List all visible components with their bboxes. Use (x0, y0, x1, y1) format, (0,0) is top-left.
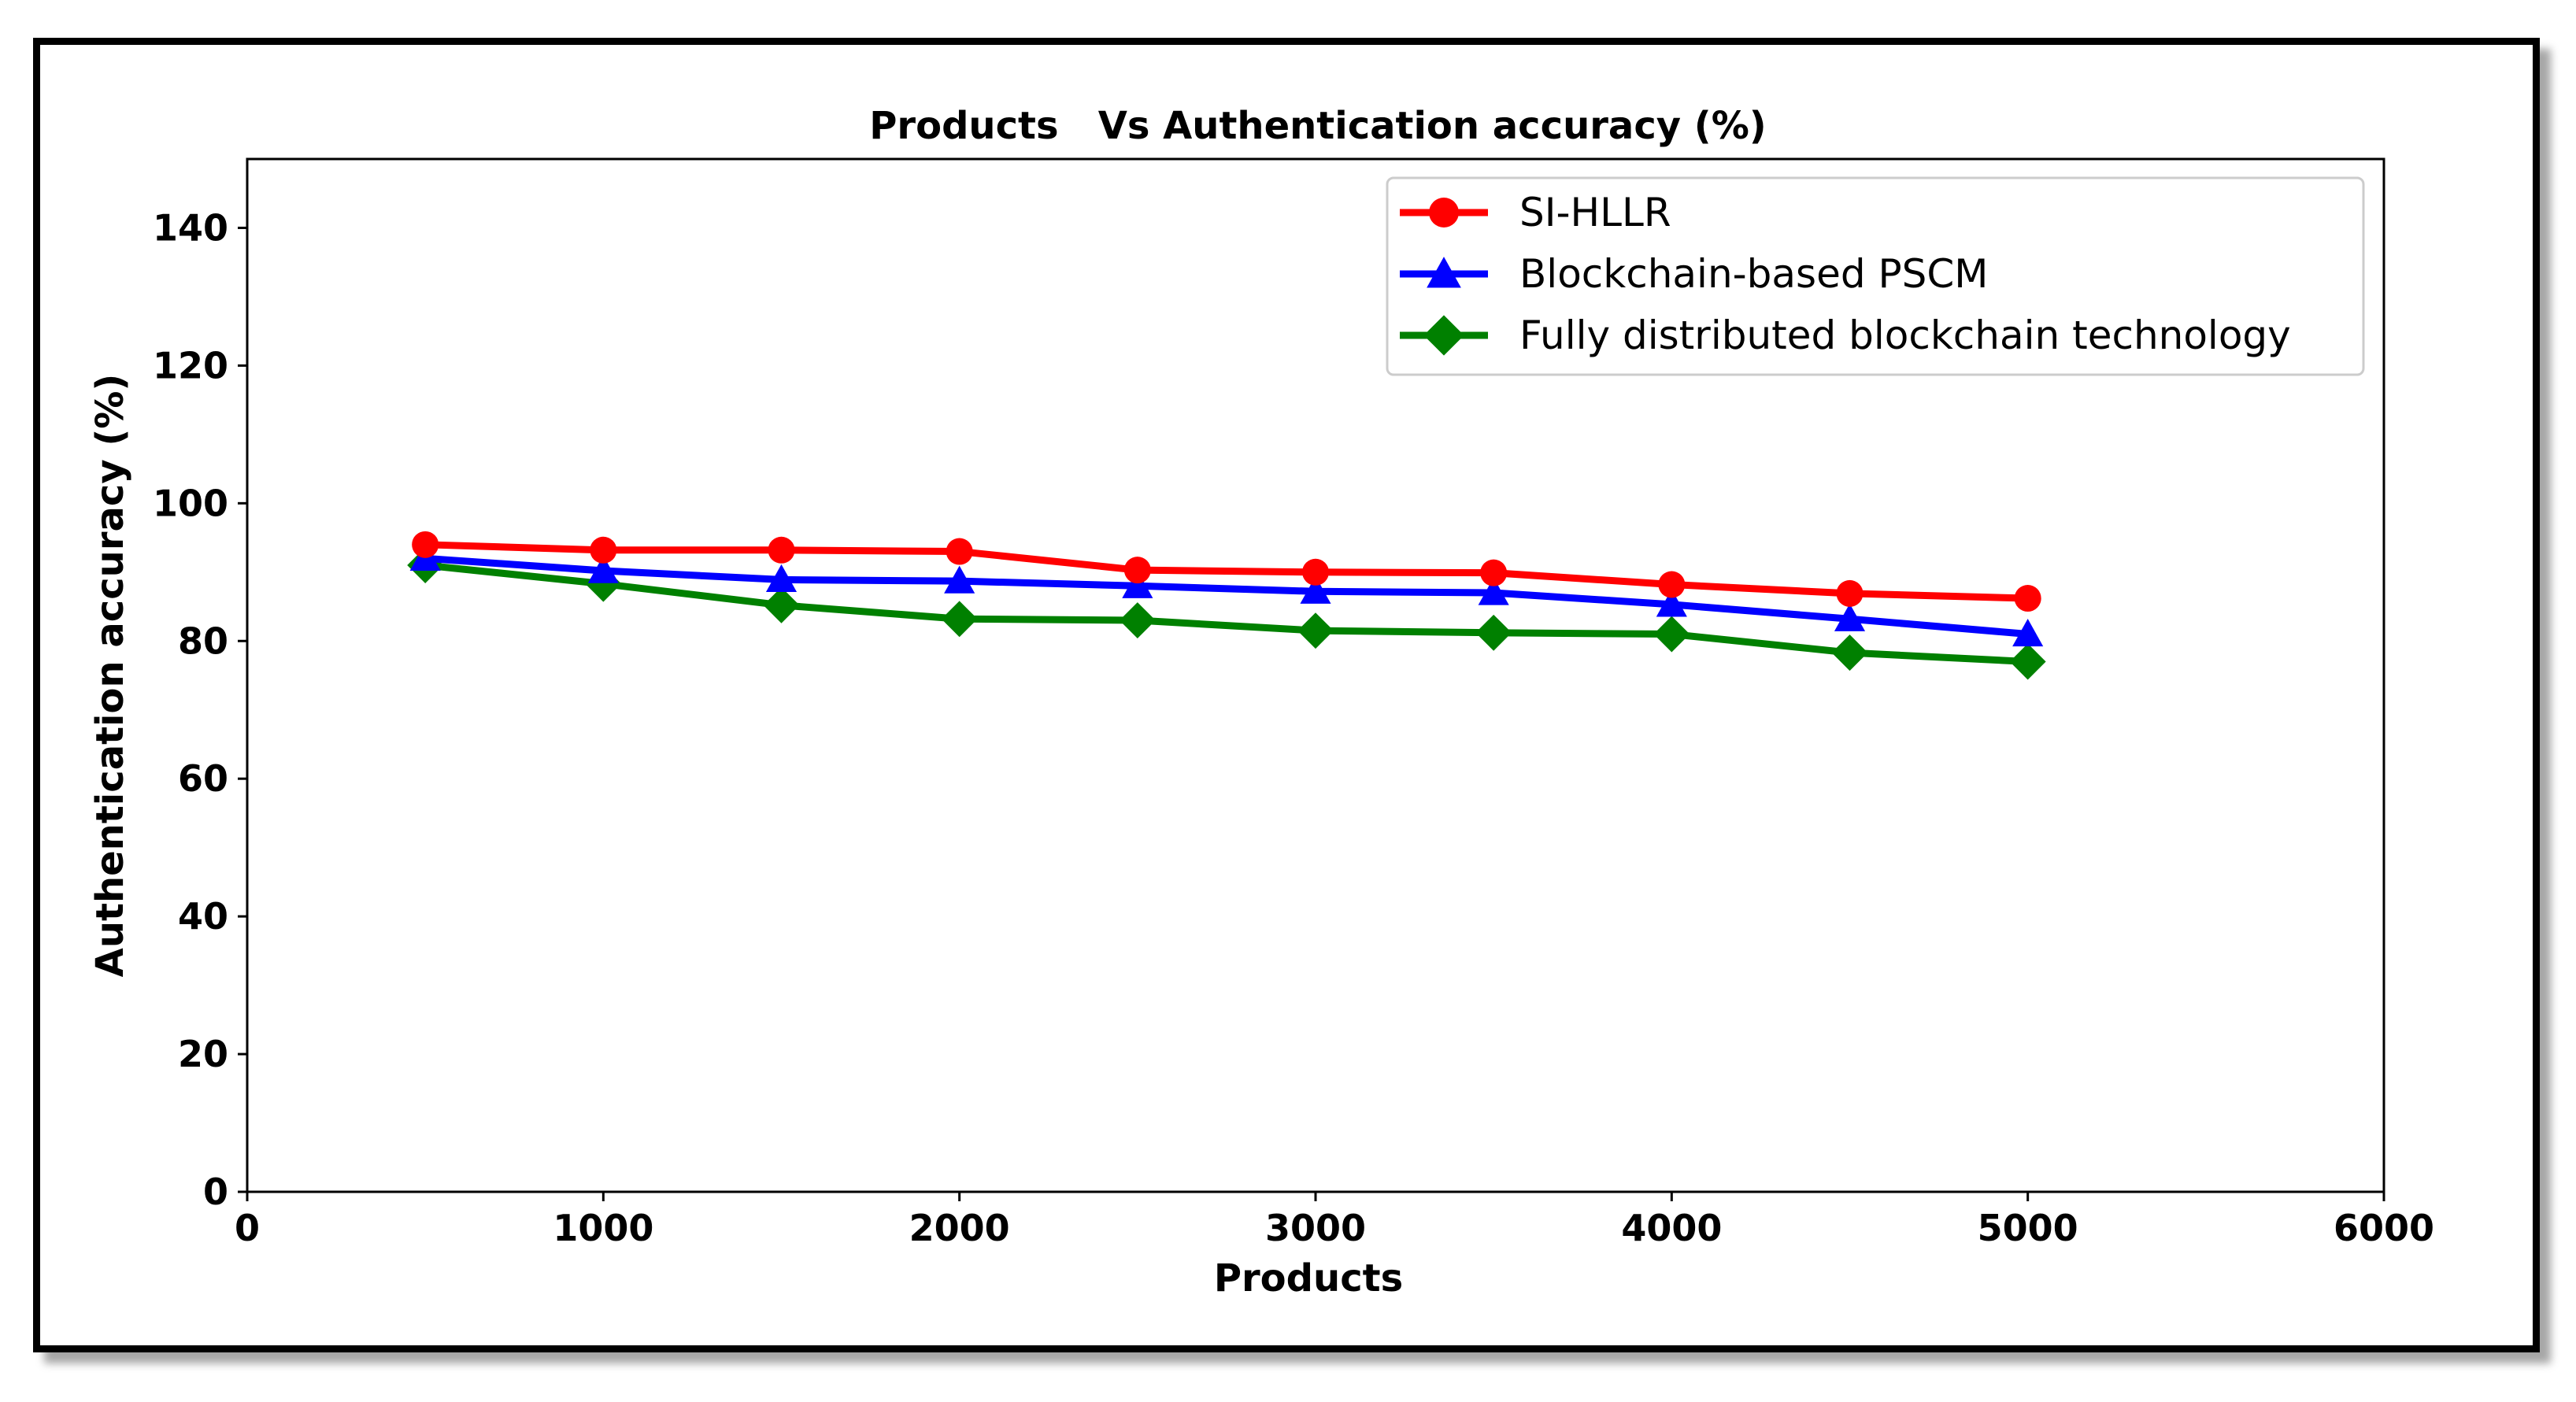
data-point (1297, 612, 1334, 649)
y-tick-label: 100 (153, 482, 228, 524)
y-tick-label: 40 (178, 895, 228, 938)
legend-label: SI-HLLR (1519, 190, 1671, 235)
x-axis-label: Products (1214, 1256, 1403, 1300)
series-fully-distributed-blockchain-technology (407, 547, 2046, 680)
data-point (1475, 614, 1512, 651)
series-blockchain-based-pscm (409, 542, 2044, 647)
data-point (1300, 575, 1331, 604)
data-point (1656, 589, 1687, 617)
data-point (1478, 577, 1509, 605)
data-point (1122, 570, 1153, 598)
y-tick-label: 60 (178, 757, 228, 800)
data-point (946, 538, 973, 565)
x-tick-label: 2000 (909, 1207, 1010, 1249)
data-point (765, 564, 798, 593)
data-point (1123, 557, 1151, 584)
series-line (424, 561, 2028, 666)
x-tick-label: 4000 (1621, 1207, 1722, 1249)
y-axis-label: Authentication accuracy (%) (88, 374, 132, 978)
data-point (944, 565, 975, 594)
data-point (1653, 616, 1690, 653)
x-tick-label: 0 (235, 1207, 260, 1249)
data-point (2012, 618, 2044, 647)
data-point (1834, 603, 1866, 631)
x-tick-label: 5000 (1978, 1207, 2078, 1249)
data-point (941, 601, 978, 638)
legend-box (1386, 176, 2365, 376)
y-axis: 0 20 40 60 80 100 120 140 (153, 206, 247, 1213)
legend-entry: SI-HLLR (1400, 190, 1671, 235)
legend-label: Blockchain-based PSCM (1519, 251, 1988, 297)
legend-entry: Fully distributed blockchain technology (1400, 313, 2291, 358)
data-point (590, 536, 617, 564)
x-axis: 0 1000 2000 3000 4000 5000 6000 (235, 1192, 2434, 1249)
data-point (1836, 579, 1864, 607)
data-point (2014, 585, 2041, 612)
x-tick-label: 6000 (2334, 1207, 2434, 1249)
x-tick-label: 3000 (1265, 1207, 1366, 1249)
series-layer (407, 531, 2046, 680)
y-tick-label: 120 (153, 344, 228, 387)
y-tick-label: 140 (153, 206, 228, 249)
data-point (1658, 571, 1686, 598)
data-point (1302, 558, 1329, 586)
legend-swatch-marker (1423, 315, 1464, 356)
legend-entry: Blockchain-based PSCM (1400, 251, 1988, 297)
data-point (1119, 602, 1156, 638)
series-line (424, 554, 2029, 638)
y-tick-label: 0 (203, 1171, 228, 1213)
data-point (1480, 559, 1508, 586)
data-point (412, 531, 439, 558)
y-tick-label: 80 (178, 620, 228, 662)
legend-swatch-marker (1429, 198, 1459, 228)
data-point (587, 555, 619, 583)
y-tick-label: 20 (178, 1033, 228, 1075)
data-point (1831, 634, 1868, 671)
legend-label: Fully distributed blockchain technology (1519, 313, 2291, 358)
series-si-hllr (412, 531, 2041, 612)
x-tick-label: 1000 (553, 1207, 653, 1249)
data-point (768, 536, 795, 564)
series-line (425, 541, 2028, 602)
data-point (763, 586, 800, 623)
chart-title: Products Vs Authentication accuracy (%) (869, 104, 1767, 148)
data-point (2009, 643, 2046, 680)
legend-swatch-marker (1427, 257, 1461, 288)
legend: SI-HLLR Blockchain-based PSCM Fully distri… (1386, 176, 2365, 376)
